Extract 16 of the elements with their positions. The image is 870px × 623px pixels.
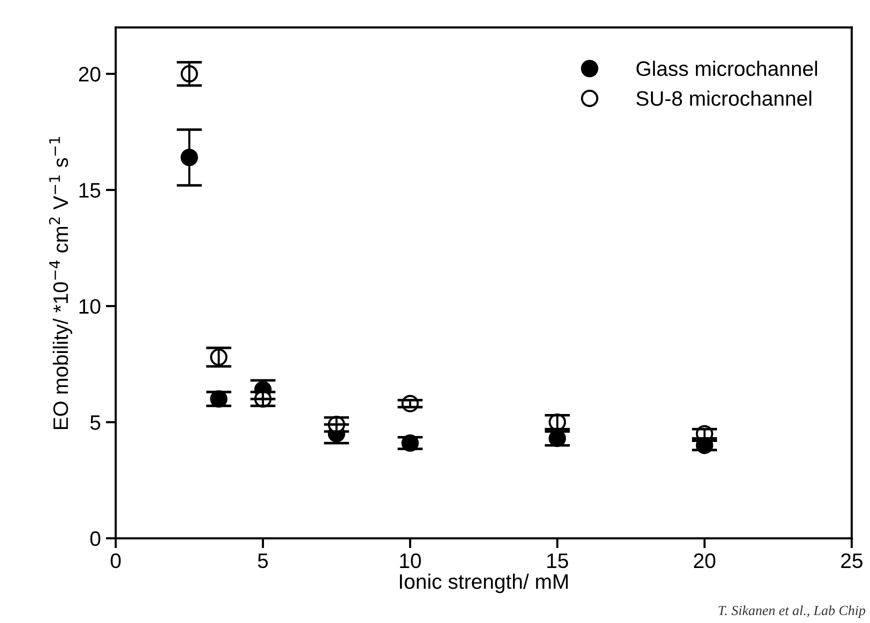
x-axis-title: Ionic strength/ mM xyxy=(400,574,568,594)
x-tick-label: 20 xyxy=(694,553,716,568)
y-tick-label: 5 xyxy=(90,415,100,430)
y-axis-title: EO mobility/ *10$^{−4}$ cm$^{2}$ V$^{−1}$ s$^{−1}$ xyxy=(49,137,72,430)
y-tick-label: 15 xyxy=(80,183,100,198)
x-tick-label: 25 xyxy=(841,553,862,568)
y-tick-label: 10 xyxy=(80,299,100,314)
x-tick-label: 5 xyxy=(258,554,268,568)
x-tick-label: 15 xyxy=(547,554,568,568)
text: T. Sikanen et al., Lab Chip xyxy=(718,605,866,618)
x-tick-label: 10 xyxy=(400,553,421,568)
x-tick-label: 0 xyxy=(110,553,121,568)
legend-label: Glass microchannel xyxy=(636,60,818,76)
y-tick-label: 20 xyxy=(79,66,100,82)
y-tick-label: 0 xyxy=(90,531,100,546)
legend-label: SU-8 microchannel xyxy=(636,90,812,106)
